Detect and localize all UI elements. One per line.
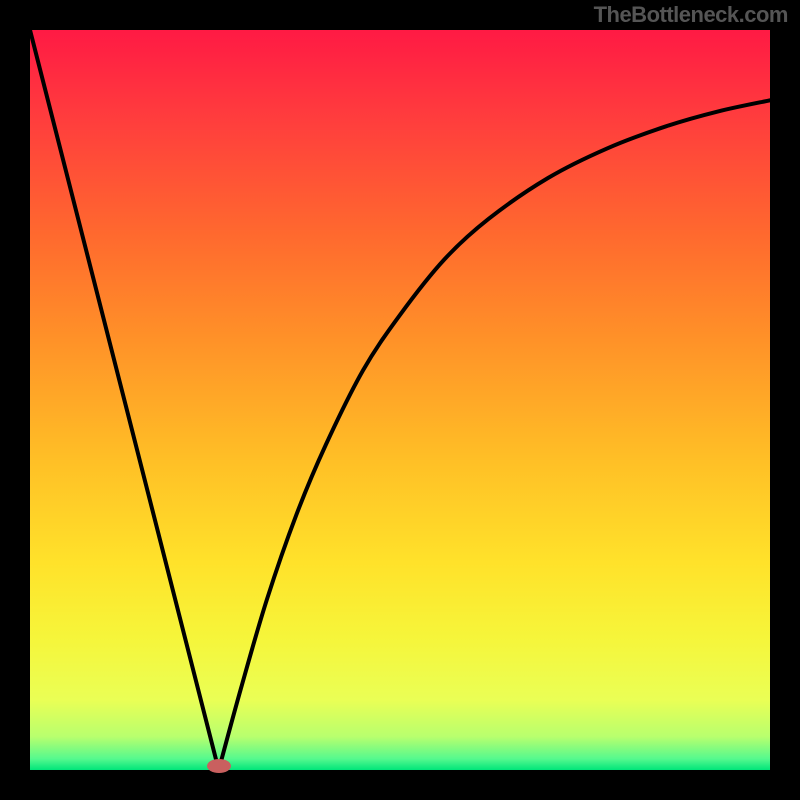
- plot-area: [30, 30, 770, 770]
- watermark-text: TheBottleneck.com: [594, 2, 788, 28]
- chart-outer-frame: TheBottleneck.com: [0, 0, 800, 800]
- background-gradient: [30, 30, 770, 770]
